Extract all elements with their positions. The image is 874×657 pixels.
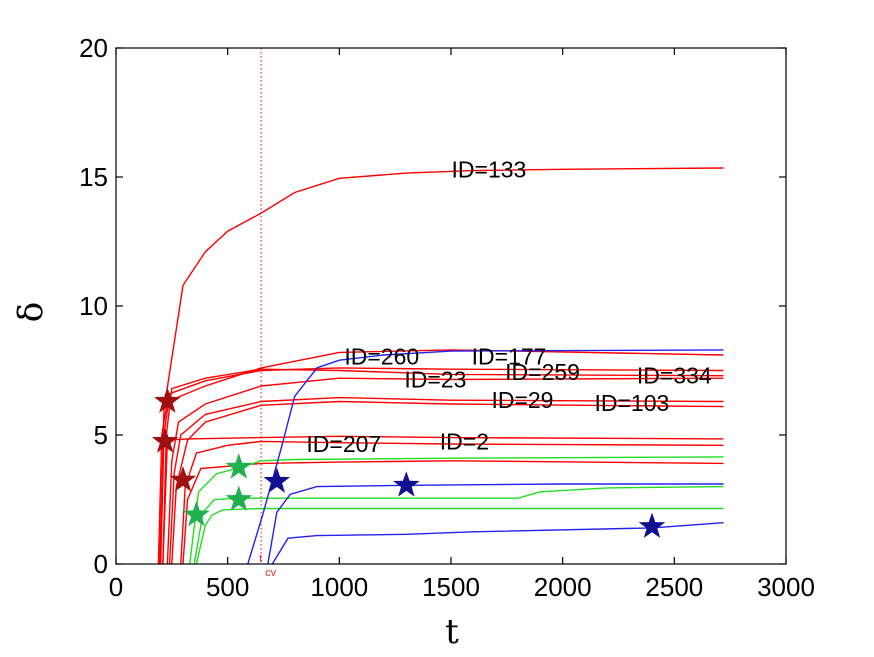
series-line-red-1 (158, 167, 724, 565)
annotation-label: ID=2 (440, 428, 489, 454)
star-marker-5 (225, 485, 253, 511)
x-tick-label: 3000 (757, 572, 815, 602)
star-marker-7 (263, 467, 291, 493)
star-marker-1 (154, 387, 181, 413)
series-line-red-2 (157, 349, 724, 565)
y-tick-label: 15 (79, 162, 108, 192)
series-line-red-9 (180, 440, 724, 565)
x-tick-label: 2000 (534, 572, 592, 602)
star-marker-9 (638, 512, 666, 538)
series-group (157, 167, 724, 565)
star-marker-6 (183, 501, 210, 527)
series-line-red-10 (182, 460, 724, 565)
series-line-green-11 (189, 456, 724, 565)
series-line-red-8 (162, 435, 724, 565)
y-axis-label: δ (11, 302, 51, 322)
annotation-label: ID=334 (637, 363, 712, 389)
series-line-red-6 (168, 396, 724, 565)
star-marker-4 (225, 453, 253, 479)
axes: 0 500 1000 1500 2000 2500 3000 0 5 10 15 20 (79, 33, 815, 602)
tcv-label: t (259, 553, 262, 565)
annotation-label: ID=260 (344, 343, 419, 369)
y-tick-label: 10 (79, 291, 108, 321)
star-marker-3 (169, 466, 197, 492)
annotation-label: ID=177 (472, 343, 547, 369)
y-tick-label: 5 (94, 420, 108, 450)
y-tick-label: 20 (79, 33, 108, 63)
series-line-red-4 (162, 368, 724, 565)
y-tick-label: 0 (94, 549, 108, 579)
annotation-label: ID=29 (491, 387, 553, 413)
annotation-label: ID=103 (594, 390, 669, 416)
series-line-green-12 (193, 485, 724, 565)
annotation-label: ID=259 (505, 359, 580, 385)
plot-area: tcv (259, 48, 277, 579)
annotation-label: ID=207 (306, 431, 381, 457)
x-axis-label: t (445, 612, 459, 652)
x-tick-label: 2500 (645, 572, 703, 602)
star-marker-8 (393, 471, 420, 497)
star-markers (151, 387, 666, 538)
star-marker-2 (151, 427, 179, 453)
tcv-sublabel: cv (265, 567, 277, 579)
series-line-red-5 (166, 377, 724, 565)
annotation-label: ID=23 (404, 367, 466, 393)
x-tick-label: 0 (109, 572, 123, 602)
annotation-label: ID=133 (452, 156, 527, 182)
series-line-green-13 (195, 507, 724, 565)
series-line-blue-15 (267, 483, 724, 565)
x-tick-label: 500 (206, 572, 249, 602)
x-tick-label: 1500 (422, 572, 480, 602)
x-tick-label: 1000 (310, 572, 368, 602)
